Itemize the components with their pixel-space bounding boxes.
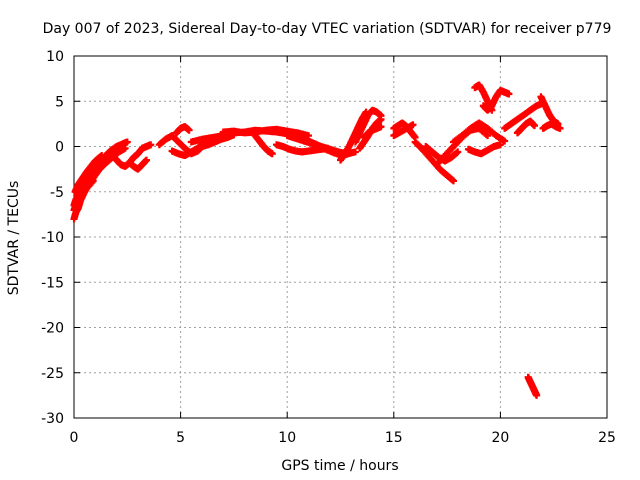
data-point <box>377 123 385 131</box>
series-arc-34 <box>524 373 541 399</box>
x-tick-label: 20 <box>491 430 509 446</box>
series-arc-5 <box>108 141 155 170</box>
data-point <box>142 156 150 164</box>
y-tick-label: -30 <box>41 411 64 427</box>
chart-title: Day 007 of 2023, Sidereal Day-to-day VTE… <box>43 21 612 37</box>
series-arc-33 <box>539 120 564 132</box>
series-arc-25 <box>432 124 492 169</box>
data-point <box>377 115 385 123</box>
grid-lines <box>74 56 607 418</box>
y-tick-labels: -30 -25 -20 -15 -10 -5 0 5 10 <box>41 49 64 427</box>
series-arc-30 <box>501 99 547 132</box>
y-tick-label: -15 <box>41 275 64 291</box>
x-tick-label: 25 <box>598 430 616 446</box>
x-tick-label: 15 <box>385 430 403 446</box>
series-arc-26 <box>449 119 509 146</box>
data-point <box>449 177 457 185</box>
y-tick-label: -5 <box>50 185 64 201</box>
series-arc-22 <box>390 121 417 140</box>
data-point <box>484 132 492 140</box>
y-tick-label: -20 <box>41 321 64 337</box>
series-arc-9 <box>172 123 193 137</box>
series-arc-3 <box>71 152 106 196</box>
y-tick-label: 5 <box>55 94 64 110</box>
axis-ticks <box>73 55 608 419</box>
y-tick-label: -10 <box>41 230 64 246</box>
data-points <box>70 81 564 399</box>
series-arc-4 <box>70 177 97 214</box>
series-arc-27 <box>464 141 504 158</box>
x-tick-label: 5 <box>176 430 185 446</box>
data-point <box>556 124 564 132</box>
data-point <box>123 138 131 146</box>
series-arc-20 <box>360 123 385 141</box>
x-tick-labels: 0 5 10 15 20 25 <box>70 430 616 446</box>
data-point <box>533 391 541 399</box>
series-arc-18 <box>351 106 385 146</box>
data-point <box>98 152 106 160</box>
series-arc-24 <box>422 143 462 165</box>
series-arc-29 <box>479 86 513 114</box>
y-tick-label: -25 <box>41 366 64 382</box>
y-axis-label: SDTVAR / TECUs <box>6 181 22 296</box>
data-point <box>454 148 462 156</box>
series-arc-6 <box>125 156 150 173</box>
series-arc-13 <box>251 132 276 158</box>
data-point <box>501 137 509 145</box>
data-point <box>531 122 539 130</box>
data-point <box>409 121 417 129</box>
data-point <box>505 90 513 98</box>
x-axis-label: GPS time / hours <box>281 458 398 474</box>
data-point <box>496 141 504 149</box>
data-point <box>268 150 276 158</box>
x-tick-label: 0 <box>70 430 79 446</box>
data-point <box>89 177 97 185</box>
series-arc-31 <box>513 117 539 137</box>
x-tick-label: 10 <box>278 430 296 446</box>
y-tick-label: 10 <box>46 49 64 65</box>
data-point <box>185 126 193 134</box>
data-point <box>147 141 155 149</box>
y-tick-label: 0 <box>55 140 64 156</box>
